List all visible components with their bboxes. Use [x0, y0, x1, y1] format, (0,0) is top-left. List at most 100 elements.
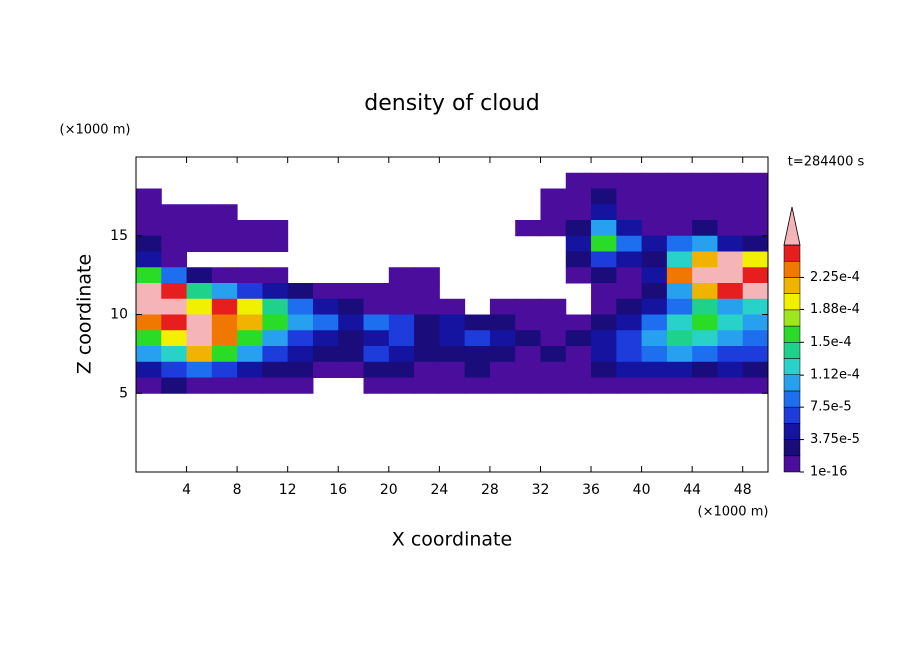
contour-cell	[136, 298, 162, 315]
contour-cell	[591, 204, 617, 221]
contour-cell	[717, 330, 744, 347]
x-tick-label: 8	[233, 482, 242, 498]
contour-cell	[237, 346, 263, 363]
contour-cell	[591, 251, 617, 268]
colorbar-band	[783, 374, 801, 392]
contour-cell	[489, 377, 516, 394]
colorbar-band	[783, 439, 801, 457]
colorbar-band	[783, 390, 801, 408]
contour-cell	[565, 267, 592, 284]
contour-cell	[515, 330, 541, 347]
contour-cell	[363, 283, 390, 300]
contour-cell	[464, 377, 491, 394]
contour-cell	[540, 314, 567, 331]
contour-cell	[211, 283, 238, 300]
contour-cell	[641, 330, 668, 347]
contour-cell	[489, 330, 516, 347]
contour-cell	[742, 204, 769, 221]
x-tick-label: 20	[380, 482, 398, 498]
contour-cell	[641, 251, 668, 268]
contour-cell	[666, 251, 693, 268]
contour-cell	[717, 204, 744, 221]
contour-cell	[211, 377, 238, 394]
x-unit: (×1000 m)	[698, 505, 769, 520]
contour-cell	[641, 204, 668, 221]
contour-cell	[262, 314, 289, 331]
contour-cell	[515, 361, 541, 378]
contour-cell	[692, 204, 718, 221]
contour-cell	[489, 298, 516, 315]
contour-cell	[616, 251, 643, 268]
contour-cell	[565, 220, 592, 237]
contour-cell	[641, 283, 668, 300]
contour-cell	[338, 346, 365, 363]
contour-cell	[161, 204, 188, 221]
contour-cell	[287, 361, 314, 378]
contour-cell	[742, 377, 769, 394]
contour-cell	[287, 283, 314, 300]
contour-cell	[666, 377, 693, 394]
contour-cell	[666, 361, 693, 378]
contour-cell	[692, 346, 718, 363]
contour-cell	[616, 283, 643, 300]
contour-cell	[540, 361, 567, 378]
y-tick-label: 15	[110, 228, 128, 244]
contour-cell	[136, 220, 162, 237]
contour-cell	[666, 314, 693, 331]
contour-cell	[666, 346, 693, 363]
x-tick-label: 32	[532, 482, 550, 498]
contour-cell	[540, 330, 567, 347]
contour-cell	[742, 330, 769, 347]
contour-cell	[161, 235, 188, 252]
contour-cell	[641, 235, 668, 252]
colorbar-tick-label: 1e-16	[810, 465, 848, 480]
contour-cell	[363, 298, 390, 315]
contour-cell	[136, 188, 162, 205]
contour-cell	[186, 283, 213, 300]
contour-cell	[237, 298, 263, 315]
contour-cell	[692, 172, 718, 189]
contour-cell	[237, 283, 263, 300]
colorbar-tick-label: 1.12e-4	[810, 368, 860, 383]
contour-cell	[136, 235, 162, 252]
contour-cell	[591, 220, 617, 237]
contour-cell	[591, 314, 617, 331]
contour-cell	[312, 314, 339, 331]
contour-cell	[464, 346, 491, 363]
contour-cell	[136, 377, 162, 394]
x-tick-label: 4	[182, 482, 191, 498]
contour-cell	[161, 267, 188, 284]
contour-cell	[312, 298, 339, 315]
contour-field	[136, 172, 769, 394]
contour-cell	[439, 314, 466, 331]
contour-cell	[338, 330, 365, 347]
contour-cell	[591, 235, 617, 252]
contour-cell	[388, 346, 415, 363]
contour-cell	[161, 330, 188, 347]
contour-cell	[692, 235, 718, 252]
contour-cell	[211, 346, 238, 363]
contour-cell	[666, 172, 693, 189]
x-tick-label: 40	[633, 482, 651, 498]
x-tick-label: 12	[279, 482, 297, 498]
colorbar-tick-label: 7.5e-5	[810, 400, 852, 415]
contour-cell	[237, 377, 263, 394]
contour-cell	[388, 314, 415, 331]
contour-cell	[464, 361, 491, 378]
contour-cell	[692, 377, 718, 394]
contour-cell	[641, 377, 668, 394]
contour-cell	[388, 267, 415, 284]
contour-cell	[262, 377, 289, 394]
contour-cell	[717, 188, 744, 205]
contour-cell	[312, 283, 339, 300]
contour-cell	[616, 235, 643, 252]
contour-cell	[186, 377, 213, 394]
y-tick-label: 10	[110, 307, 128, 323]
contour-cell	[692, 188, 718, 205]
colorbar-tick-label: 1.88e-4	[810, 302, 860, 317]
contour-cell	[641, 346, 668, 363]
contour-cell	[414, 330, 440, 347]
contour-cell	[692, 361, 718, 378]
contour-cell	[262, 330, 289, 347]
contour-cell	[211, 267, 238, 284]
